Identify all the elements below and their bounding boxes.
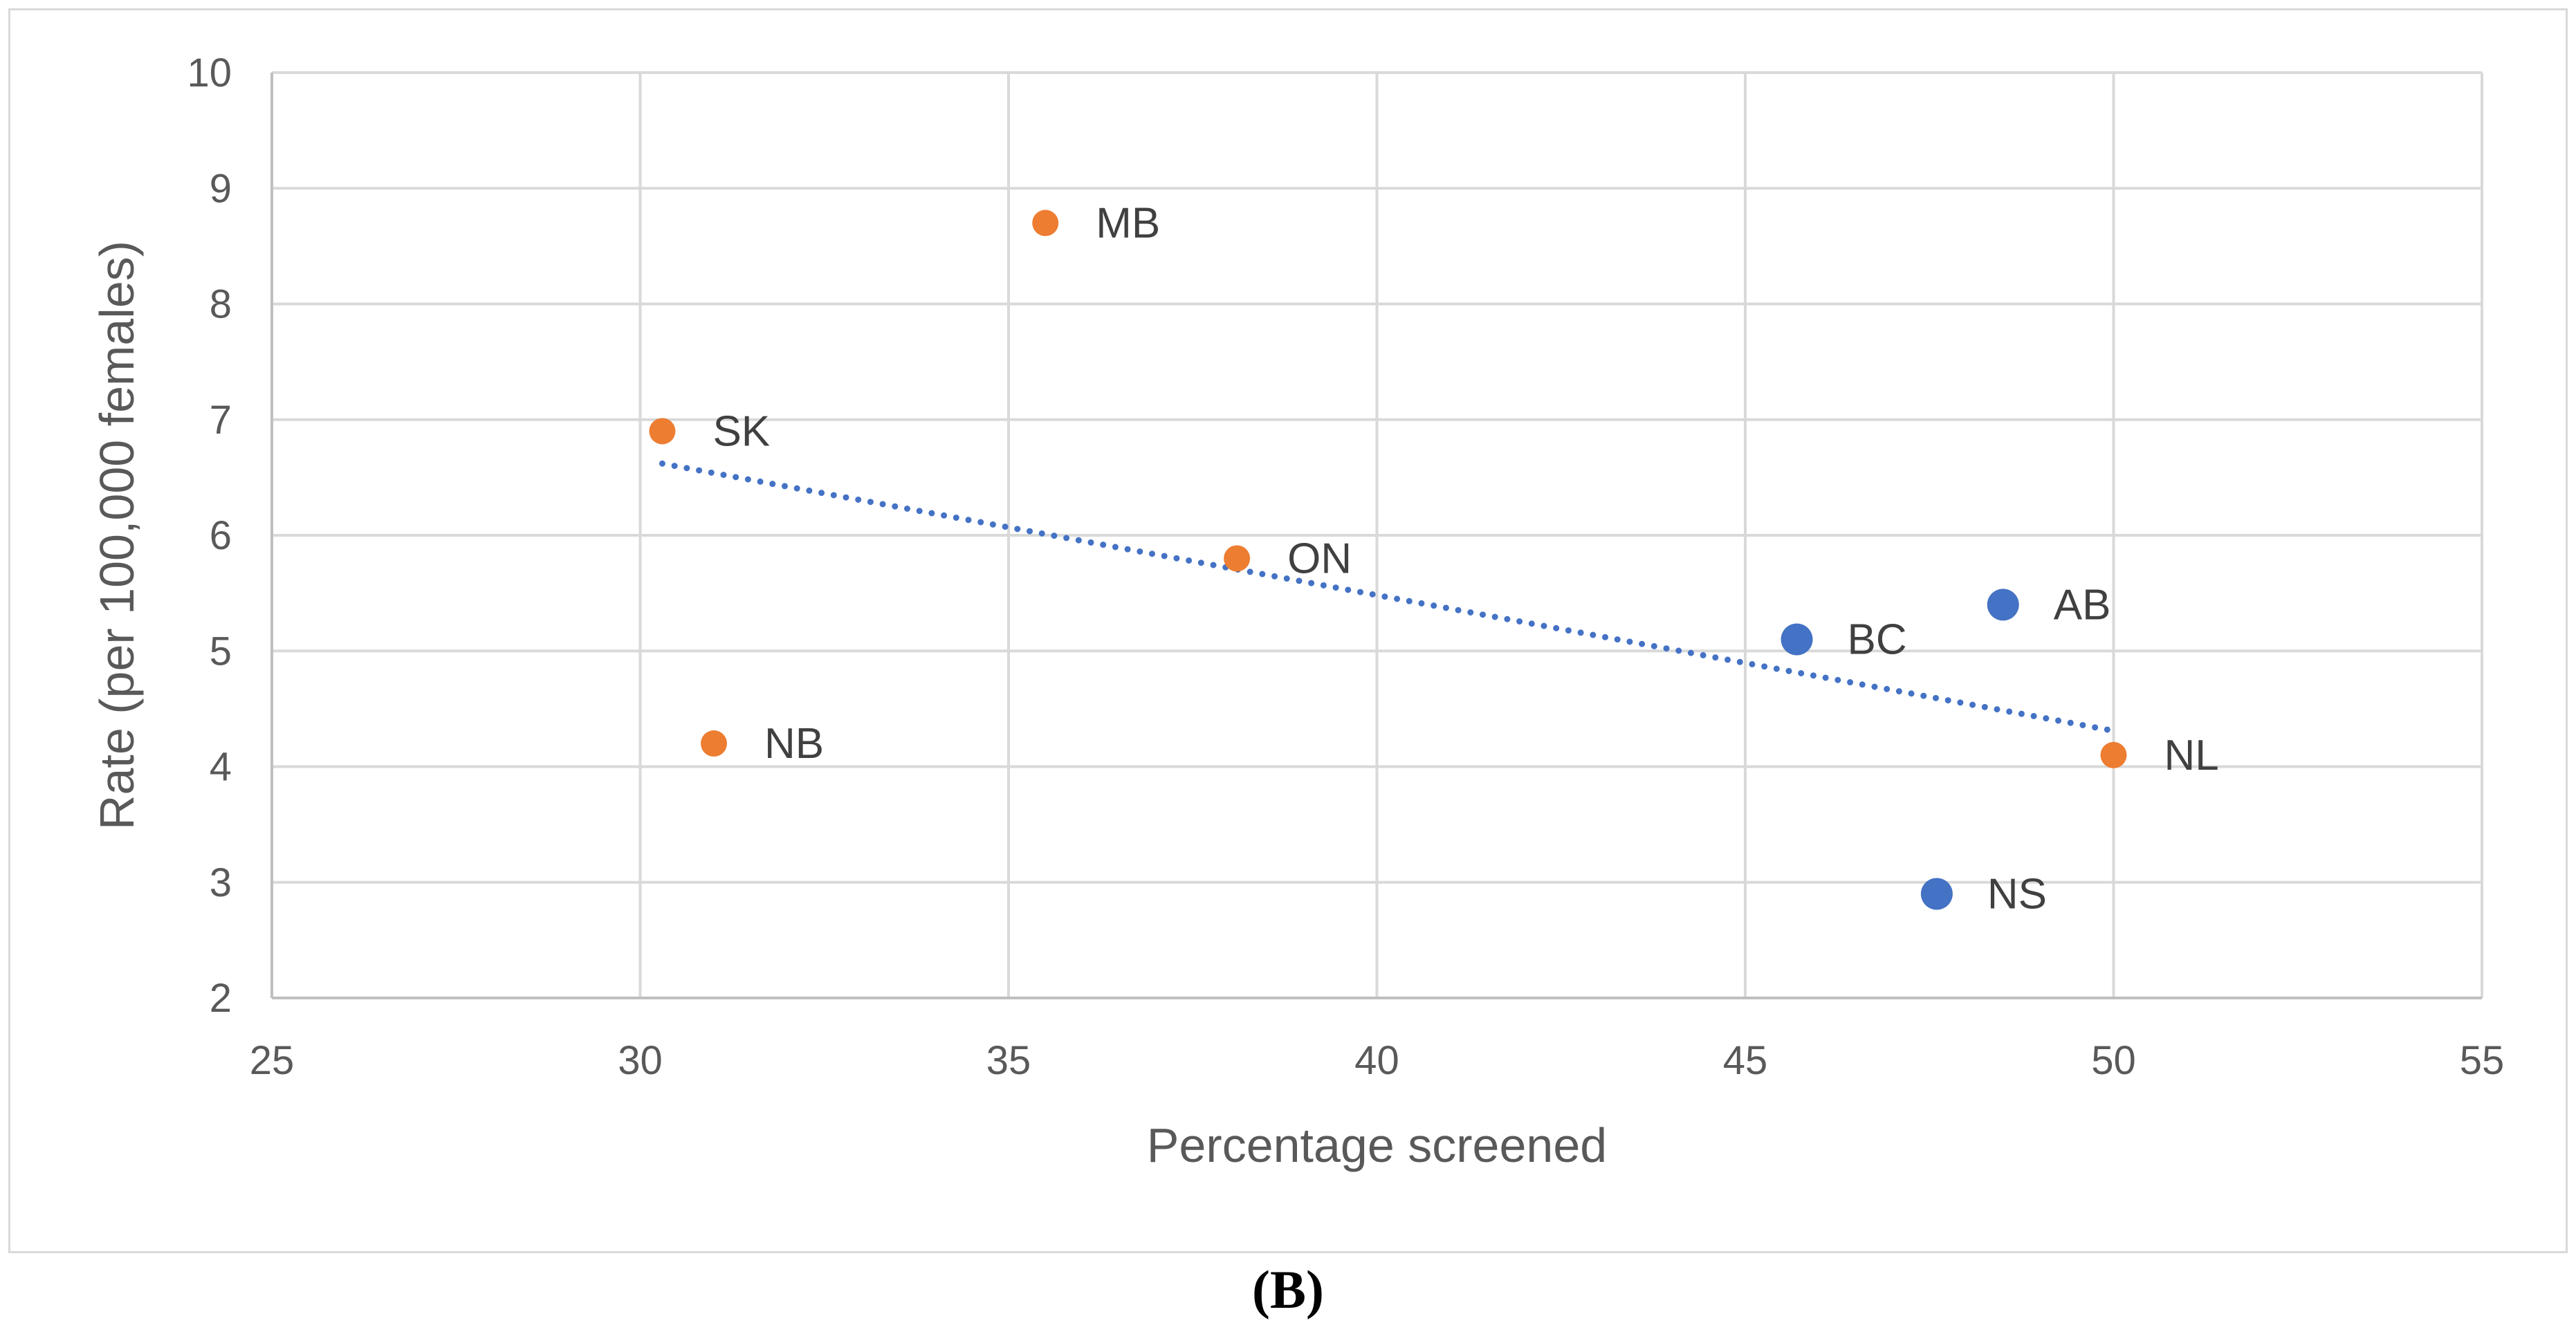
- y-tick-label: 2: [210, 976, 232, 1021]
- point-nb: [701, 730, 727, 757]
- point-bc: [1781, 623, 1813, 656]
- y-tick-label: 9: [210, 166, 232, 211]
- point-label-sk: SK: [712, 407, 770, 455]
- point-nl: [2100, 741, 2127, 768]
- point-label-on: ON: [1287, 535, 1352, 582]
- y-tick-label: 4: [210, 745, 232, 790]
- x-tick-label: 30: [618, 1038, 663, 1083]
- point-label-ns: NS: [1987, 870, 2047, 918]
- data-points: [649, 210, 2127, 910]
- x-tick-label: 55: [2460, 1038, 2505, 1083]
- point-label-mb: MB: [1096, 199, 1160, 247]
- chart-frame: 25 30 35 40 45 50 55 2 3 4 5 6 7 8 9 10 MB SK ON NB NL AB BC N…: [8, 8, 2568, 1253]
- point-on: [1224, 545, 1251, 572]
- y-tick-label: 10: [187, 50, 232, 95]
- point-ns: [1920, 878, 1953, 910]
- y-tick-label: 5: [210, 629, 232, 674]
- point-label-ab: AB: [2054, 581, 2111, 629]
- y-axis-title: Rate (per 100,000 females): [90, 241, 144, 830]
- point-sk: [649, 418, 676, 445]
- point-label-bc: BC: [1848, 616, 1907, 664]
- x-tick-label: 40: [1354, 1038, 1399, 1083]
- point-ab: [1987, 589, 2019, 621]
- x-tick-label: 45: [1723, 1038, 1768, 1083]
- x-tick-label: 35: [986, 1038, 1031, 1083]
- y-tick-label: 8: [210, 282, 232, 327]
- x-tick-label: 25: [250, 1038, 295, 1083]
- trendline-group: [659, 460, 2117, 734]
- point-label-nl: NL: [2164, 732, 2219, 779]
- x-tick-label: 50: [2091, 1038, 2136, 1083]
- trendline: [659, 460, 2117, 734]
- point-label-nb: NB: [764, 720, 824, 768]
- x-axis-title: Percentage screened: [1147, 1118, 1607, 1172]
- y-tick-label: 7: [210, 398, 232, 443]
- data-labels: MB SK ON NB NL AB BC NS: [712, 199, 2218, 918]
- y-tick-label: 6: [210, 513, 232, 558]
- panel-label: (B): [1252, 1259, 1324, 1320]
- y-tick-label: 3: [210, 860, 232, 905]
- grid: [272, 71, 2483, 998]
- point-mb: [1032, 210, 1059, 237]
